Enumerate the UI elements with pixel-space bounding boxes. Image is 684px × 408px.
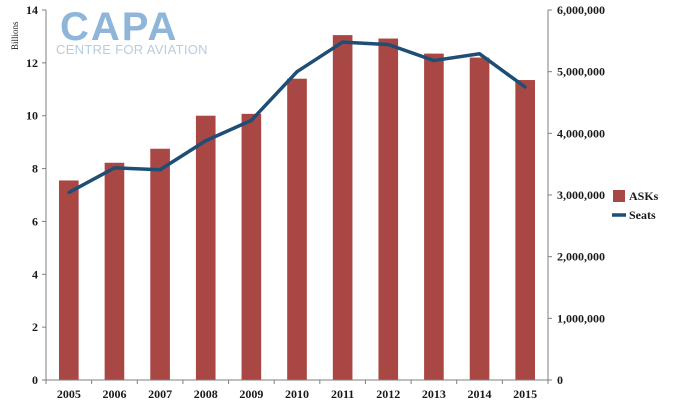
legend-label-seats: Seats — [629, 208, 656, 222]
bar-asks-2005 — [59, 180, 79, 380]
x-tick-label: 2010 — [285, 387, 309, 401]
point-seats-2011 — [341, 40, 345, 44]
x-tick-label: 2015 — [513, 387, 537, 401]
legend-swatch-asks — [613, 190, 625, 202]
x-tick-label: 2008 — [194, 387, 218, 401]
y-left-tick-label: 4 — [32, 267, 38, 281]
x-tick-label: 2013 — [422, 387, 446, 401]
bar-asks-2007 — [150, 148, 170, 380]
bar-asks-2006 — [104, 162, 125, 380]
y-right-tick-label: 0 — [557, 373, 563, 387]
legend: ASKs Seats — [612, 189, 659, 222]
x-tick-label: 2011 — [331, 387, 354, 401]
bar-asks-2008 — [195, 115, 216, 380]
point-seats-2009 — [249, 118, 253, 122]
point-seats-2010 — [295, 70, 299, 74]
x-tick-label: 2014 — [468, 387, 492, 401]
x-tick-label: 2007 — [148, 387, 172, 401]
bar-asks-2009 — [241, 113, 262, 380]
y-right-tick-label: 3,000,000 — [557, 188, 605, 202]
y-right-tick-label: 6,000,000 — [557, 3, 605, 17]
x-tick-label: 2005 — [57, 387, 81, 401]
y-right-tick-label: 4,000,000 — [557, 126, 605, 140]
plot-area: 0 2 4 6 8 10 12 14 0 1,000,000 2,000,000 3,000,000 4… — [26, 3, 605, 401]
bar-asks-2010 — [287, 78, 307, 380]
y-right-tick-label: 1,000,000 — [557, 311, 605, 325]
y-left-tick-label: 12 — [26, 56, 38, 70]
y-left-tick-label: 14 — [26, 3, 38, 17]
point-seats-2005 — [67, 191, 71, 195]
x-tick-label: 2012 — [376, 387, 400, 401]
x-tick-label: 2006 — [102, 387, 126, 401]
logo-tagline: CENTRE FOR AVIATION — [56, 42, 208, 57]
point-seats-2012 — [386, 43, 390, 47]
point-seats-2008 — [204, 139, 208, 143]
bar-asks-2014 — [469, 57, 490, 380]
legend-label-asks: ASKs — [629, 189, 659, 203]
point-seats-2006 — [112, 166, 116, 170]
y-right-tick-label: 5,000,000 — [557, 65, 605, 79]
point-seats-2013 — [432, 59, 436, 63]
logo-name: CAPA — [60, 5, 178, 49]
bar-asks-2011 — [332, 35, 353, 380]
point-seats-2015 — [523, 85, 527, 89]
y-left-tick-label: 8 — [32, 162, 38, 176]
y-left-tick-label: 0 — [32, 373, 38, 387]
capa-logo: CAPA CENTRE FOR AVIATION — [56, 5, 208, 57]
bar-asks-2012 — [378, 38, 399, 381]
bar-asks-2015 — [515, 80, 535, 381]
y-left-tick-label: 2 — [32, 320, 38, 334]
y-right-tick-label: 2,000,000 — [557, 250, 605, 264]
point-seats-2007 — [158, 168, 162, 172]
y-left-tick-label: 6 — [32, 214, 38, 228]
point-seats-2014 — [478, 52, 482, 56]
bar-asks-2013 — [424, 53, 444, 380]
x-tick-label: 2009 — [239, 387, 263, 401]
y-left-axis-label: Billions — [10, 21, 20, 50]
y-left-tick-label: 10 — [26, 109, 38, 123]
